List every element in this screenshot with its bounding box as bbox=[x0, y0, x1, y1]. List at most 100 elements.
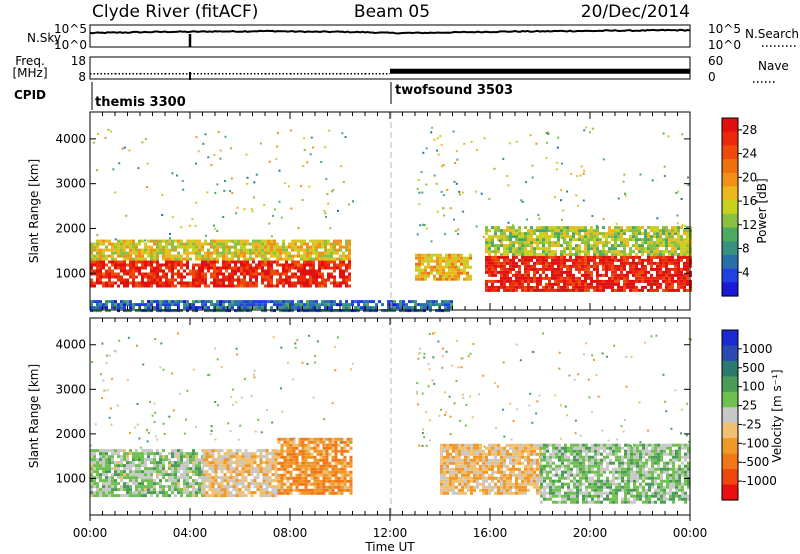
heatmap-cell bbox=[171, 266, 174, 270]
heatmap-cell bbox=[626, 241, 629, 245]
heatmap-cell bbox=[485, 264, 488, 268]
scatter-cell bbox=[207, 156, 210, 159]
heatmap-cell bbox=[183, 470, 186, 474]
heatmap-cell bbox=[506, 273, 509, 277]
heatmap-cell bbox=[183, 452, 186, 456]
heatmap-cell bbox=[264, 303, 267, 307]
heatmap-cell bbox=[668, 258, 671, 262]
heatmap-cell bbox=[150, 473, 153, 477]
heatmap-cell bbox=[241, 458, 245, 462]
scatter-cell bbox=[231, 191, 234, 194]
heatmap-cell bbox=[294, 245, 297, 249]
heatmap-cell bbox=[99, 248, 102, 252]
heatmap-cell bbox=[120, 303, 123, 307]
heatmap-cell bbox=[285, 269, 288, 273]
heatmap-cell bbox=[677, 273, 680, 277]
heatmap-cell bbox=[192, 306, 195, 310]
heatmap-cell bbox=[138, 473, 141, 477]
heatmap-cell bbox=[446, 455, 449, 459]
heatmap-cell bbox=[414, 309, 417, 313]
scatter-cell bbox=[95, 169, 98, 172]
heatmap-cell bbox=[300, 266, 303, 270]
heatmap-cell bbox=[211, 452, 215, 456]
heatmap-cell bbox=[512, 285, 515, 289]
heatmap-cell bbox=[147, 300, 150, 304]
heatmap-cell bbox=[306, 269, 309, 273]
heatmap-cell bbox=[337, 488, 341, 492]
heatmap-cell bbox=[253, 485, 257, 489]
heatmap-cell bbox=[348, 263, 351, 267]
heatmap-cell bbox=[120, 485, 123, 489]
heatmap-cell bbox=[500, 253, 503, 257]
heatmap-cell bbox=[180, 266, 183, 270]
heatmap-cell bbox=[207, 257, 210, 261]
heatmap-cell bbox=[509, 261, 512, 265]
scatter-cell bbox=[615, 222, 618, 225]
heatmap-cell bbox=[165, 281, 168, 285]
heatmap-cell bbox=[539, 261, 542, 265]
heatmap-cell bbox=[328, 488, 332, 492]
heatmap-cell bbox=[240, 278, 243, 282]
heatmap-cell bbox=[500, 476, 503, 480]
heatmap-cell bbox=[638, 229, 641, 233]
heatmap-cell bbox=[228, 281, 231, 285]
heatmap-cell bbox=[578, 253, 581, 257]
heatmap-cell bbox=[189, 461, 192, 465]
heatmap-cell bbox=[324, 278, 327, 282]
heatmap-cell bbox=[330, 309, 333, 313]
heatmap-cell bbox=[310, 482, 314, 486]
heatmap-cell bbox=[249, 248, 252, 252]
heatmap-cell bbox=[527, 288, 530, 292]
heatmap-cell bbox=[186, 470, 189, 474]
heatmap-cell bbox=[105, 491, 108, 495]
heatmap-cell bbox=[449, 470, 452, 474]
heatmap-cell bbox=[476, 452, 479, 456]
heatmap-cell bbox=[563, 238, 566, 242]
heatmap-cell bbox=[328, 491, 332, 495]
heatmap-cell bbox=[274, 470, 278, 474]
heatmap-cell bbox=[387, 309, 390, 313]
heatmap-cell bbox=[539, 288, 542, 292]
heatmap-cell bbox=[593, 258, 596, 262]
heatmap-cell bbox=[593, 261, 596, 265]
heatmap-cell bbox=[426, 303, 429, 307]
heatmap-cell bbox=[211, 458, 215, 462]
heatmap-cell bbox=[114, 263, 117, 267]
heatmap-cell bbox=[455, 485, 458, 489]
heatmap-cell bbox=[686, 267, 689, 271]
heatmap-cell bbox=[309, 306, 312, 310]
heatmap-cell bbox=[192, 266, 195, 270]
heatmap-cell bbox=[569, 258, 572, 262]
heatmap-cell bbox=[354, 309, 357, 313]
heatmap-cell bbox=[491, 467, 494, 471]
heatmap-cell bbox=[117, 482, 120, 486]
heatmap-cell bbox=[345, 257, 348, 261]
heatmap-cell bbox=[301, 449, 305, 453]
heatmap-cell bbox=[644, 285, 647, 289]
heatmap-cell bbox=[280, 437, 284, 441]
heatmap-cell bbox=[623, 261, 626, 265]
heatmap-cell bbox=[524, 250, 527, 254]
heatmap-cell bbox=[427, 259, 430, 263]
scatter-cell bbox=[681, 224, 684, 227]
heatmap-cell bbox=[503, 479, 506, 483]
heatmap-cell bbox=[479, 488, 482, 492]
heatmap-cell bbox=[129, 242, 132, 246]
scatter-cell bbox=[545, 132, 548, 134]
heatmap-cell bbox=[638, 273, 641, 277]
heatmap-cell bbox=[117, 245, 120, 249]
heatmap-cell bbox=[216, 306, 219, 310]
heatmap-cell bbox=[238, 461, 242, 465]
heatmap-cell bbox=[533, 241, 536, 245]
heatmap-cell bbox=[159, 251, 162, 255]
heatmap-cell bbox=[144, 248, 147, 252]
heatmap-cell bbox=[476, 446, 479, 450]
heatmap-cell bbox=[105, 300, 108, 304]
heatmap-cell bbox=[174, 260, 177, 264]
heatmap-cell bbox=[524, 255, 527, 259]
heatmap-cell bbox=[614, 276, 617, 280]
heatmap-cell bbox=[111, 269, 114, 273]
heatmap-cell bbox=[108, 482, 111, 486]
heatmap-cell bbox=[132, 239, 135, 243]
heatmap-cell bbox=[608, 255, 611, 259]
